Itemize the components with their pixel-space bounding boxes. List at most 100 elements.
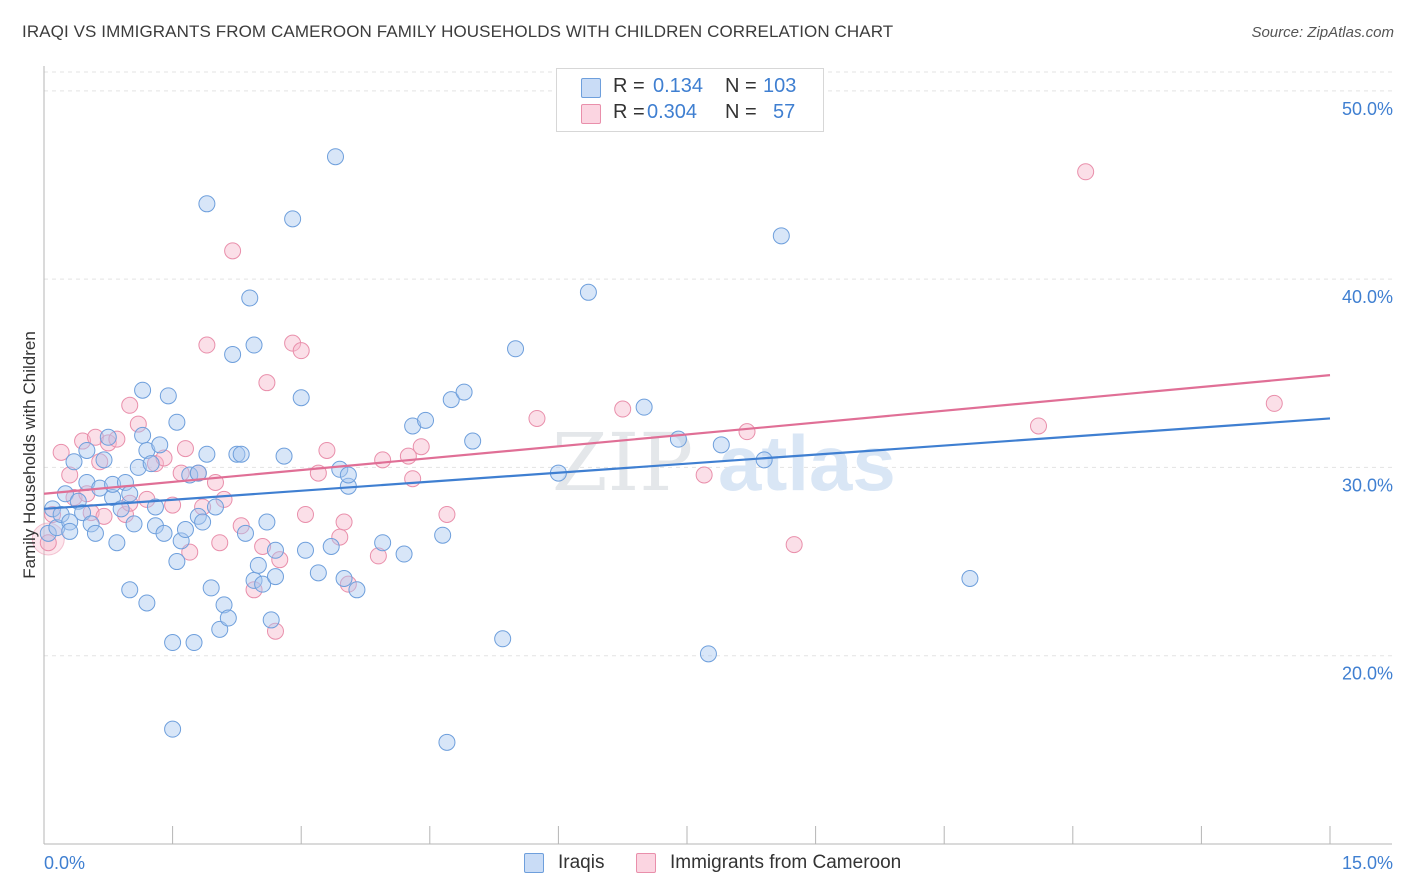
data-point-iraqis [339, 466, 357, 484]
data-point-iraqis [121, 581, 139, 599]
data-point-cameroon [614, 400, 632, 418]
data-point-cameroon [438, 505, 456, 523]
data-point-cameroon [1077, 163, 1095, 181]
data-point-iraqis [232, 445, 250, 463]
data-point-iraqis [168, 553, 186, 571]
data-point-iraqis [198, 445, 216, 463]
watermark: ZIP atlas [552, 416, 896, 509]
data-point-iraqis [206, 498, 224, 516]
data-point-iraqis [112, 500, 130, 518]
data-point-iraqis [61, 513, 79, 531]
data-point-iraqis [164, 634, 182, 652]
data-point-iraqis [168, 413, 186, 431]
data-point-cameroon [146, 455, 164, 473]
data-point-cameroon [245, 581, 263, 599]
data-point-iraqis [417, 411, 435, 429]
data-point-iraqis [215, 596, 233, 614]
data-point-iraqis [266, 541, 284, 559]
data-point-iraqis [296, 541, 314, 559]
series-iraqis-points [39, 148, 979, 751]
watermark-atlas: atlas [718, 419, 896, 507]
legend-swatch-cameroon [636, 853, 656, 873]
data-point-iraqis [61, 522, 79, 540]
data-point-iraqis [455, 383, 473, 401]
data-point-iraqis [438, 733, 456, 751]
data-point-cameroon [1030, 417, 1048, 435]
data-point-iraqis [236, 524, 254, 542]
data-point-cameroon [266, 622, 284, 640]
data-point-iraqis [65, 453, 83, 471]
data-point-iraqis [262, 611, 280, 629]
legend-swatch-iraqis [524, 853, 544, 873]
data-point-iraqis [202, 579, 220, 597]
source-credit: Source: ZipAtlas.com [1251, 24, 1394, 41]
watermark-zip: ZIP [552, 416, 693, 509]
data-point-iraqis [48, 519, 66, 537]
stats-row-iraqis: R = 0.134 N = 103 [557, 74, 823, 100]
data-point-iraqis [194, 513, 212, 531]
data-point-iraqis [772, 227, 790, 245]
stats-swatch-iraqis [581, 78, 601, 98]
stats-row-cameroon: R = 0.304 N = 57 [557, 100, 823, 126]
data-point-cameroon [292, 342, 310, 360]
stats-legend: R = 0.134 N = 103 R = 0.304 N = 57 [556, 68, 824, 132]
data-point-cameroon [194, 498, 212, 516]
data-point-iraqis [78, 441, 96, 459]
data-point-iraqis [464, 432, 482, 450]
data-point-iraqis [284, 210, 302, 228]
trend-lines [43, 374, 1331, 510]
data-point-cameroon [74, 432, 92, 450]
y-tick-label: 50.0% [1342, 99, 1393, 119]
data-point-iraqis [185, 634, 203, 652]
data-point-iraqis [292, 389, 310, 407]
data-point-iraqis [129, 458, 147, 476]
r-value: 0.304 [647, 101, 698, 123]
data-point-cameroon [695, 466, 713, 484]
data-point-cameroon [95, 507, 113, 525]
data-point-cameroon [176, 440, 194, 458]
legend-label-cameroon: Immigrants from Cameroon [670, 852, 902, 873]
n-value: 57 [773, 101, 796, 123]
data-point-cameroon [528, 409, 546, 427]
data-point-cameroon [258, 374, 276, 392]
data-point-iraqis [134, 426, 152, 444]
data-point-cameroon [1265, 394, 1283, 412]
data-point-iraqis [494, 630, 512, 648]
data-point-iraqis [434, 526, 452, 544]
data-point-cameroon [296, 505, 314, 523]
data-point-cameroon [129, 415, 147, 433]
legend-label-iraqis: Iraqis [558, 852, 605, 873]
y-tick-label: 30.0% [1342, 475, 1393, 495]
data-point-cameroon [39, 534, 57, 552]
data-point-iraqis [211, 620, 229, 638]
data-point-iraqis [266, 568, 284, 586]
data-point-cameroon [155, 449, 173, 467]
data-point-iraqis [374, 534, 392, 552]
data-point-cameroon [374, 451, 392, 469]
n-label: N = [725, 75, 757, 97]
data-point-iraqis [172, 532, 190, 550]
data-point-cameroon [271, 551, 289, 569]
data-point-iraqis [108, 534, 126, 552]
data-point-iraqis [138, 594, 156, 612]
data-point-iraqis [254, 575, 272, 593]
data-point-cameroon [412, 438, 430, 456]
data-point-cameroon [785, 536, 803, 554]
data-point-iraqis [176, 521, 194, 539]
data-point-cameroon [335, 513, 353, 531]
series-legend: Iraqis Immigrants from Cameroon [0, 852, 1406, 878]
n-label: N = [725, 101, 757, 123]
trend-line-iraqis [43, 417, 1331, 510]
data-point-iraqis [82, 515, 100, 533]
series-cameroon-points [31, 163, 1283, 640]
data-point-iraqis [138, 441, 156, 459]
data-point-iraqis [348, 581, 366, 599]
x-tick-label: 15.0% [1342, 853, 1393, 873]
data-point-iraqis [404, 417, 422, 435]
data-point-cameroon [61, 466, 79, 484]
data-point-iraqis [669, 430, 687, 448]
data-point-iraqis [275, 447, 293, 465]
data-point-cameroon [121, 396, 139, 414]
data-point-iraqis [335, 570, 353, 588]
tick-labels: 20.0% 30.0% 40.0% 50.0% 0.0% 15.0% [44, 99, 1393, 873]
